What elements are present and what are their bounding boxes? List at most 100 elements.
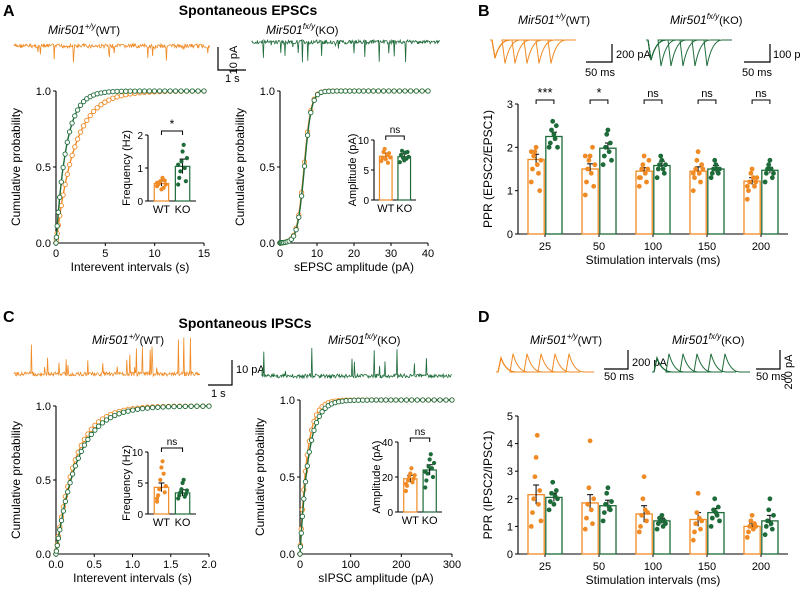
a_left-marker-ko-23 xyxy=(114,88,120,95)
a-right-inset-point-wt-7 xyxy=(386,151,392,156)
c_left-marker-ko-16 xyxy=(88,431,94,438)
c_left-marker-ko-14 xyxy=(81,442,88,448)
b-point-wt-25-6 xyxy=(536,170,541,176)
d-point-ko-150-5 xyxy=(714,512,720,518)
a_right-marker-ko-23 xyxy=(338,88,344,94)
a_left-marker-ko-37 xyxy=(183,88,190,94)
b-point-wt-50-5 xyxy=(588,170,594,176)
a_left-marker-ko-3 xyxy=(55,209,61,215)
a-right-inset-point-wt-8 xyxy=(388,155,393,160)
c_right-marker-ko-4 xyxy=(301,496,307,502)
a-right-inset-point-wt-3 xyxy=(382,146,387,152)
a_right-y-tick-label-2: 1.0 xyxy=(260,86,275,98)
d-ko-evoked-4 xyxy=(652,353,750,373)
a-left-inset-point-ko-9 xyxy=(176,162,181,167)
a_left-marker-ko-2 xyxy=(54,223,60,229)
d-ko-scale-bar xyxy=(756,350,781,370)
c_right-marker-ko-6 xyxy=(304,463,310,469)
c_right-y-tick-label-0: 0.0 xyxy=(280,549,295,561)
d-point-wt-25-7 xyxy=(537,488,543,493)
c-right-inset-point-wt-3 xyxy=(407,474,412,480)
c_right-marker-ko-26 xyxy=(373,397,379,403)
b-y-tick-label-3: 3 xyxy=(507,99,513,111)
b-point-wt-150-0 xyxy=(690,188,696,194)
a-right-inset-sig: ns xyxy=(390,125,401,136)
d-point-wt-100-3 xyxy=(640,496,646,502)
c_left-marker-ko-35 xyxy=(176,403,183,410)
b-sig-50: * xyxy=(596,85,601,100)
a-left-inset-y-tick-label-2: 2 xyxy=(137,131,143,142)
c_right-marker-ko-38 xyxy=(437,397,443,403)
a_left-marker-wt-7 xyxy=(62,181,68,188)
a_left-ylabel: Cumulative probability xyxy=(9,108,23,226)
b-point-ko-150-2 xyxy=(711,166,716,172)
d-point-wt-50-0 xyxy=(582,526,588,532)
d-point-ko-200-2 xyxy=(765,518,770,524)
c_left-marker-ko-31 xyxy=(155,404,161,410)
c_left-marker-ko-33 xyxy=(165,404,172,410)
a-right-inset-y-tick-label-1: 5 xyxy=(363,166,369,177)
c_left-xlabel: Interevent intervals (s) xyxy=(73,571,192,585)
a_left-marker-ko-40 xyxy=(201,88,207,94)
b-point-ko-100-2 xyxy=(657,162,662,168)
c-left-inset-xlabel-wt: WT xyxy=(153,517,170,529)
a-right-inset-point-wt-1 xyxy=(380,155,385,161)
b-point-wt-200-4 xyxy=(749,166,755,172)
b-point-wt-100-7 xyxy=(645,166,651,172)
c-left-inset-point-wt-1 xyxy=(156,493,161,498)
d-point-wt-50-1 xyxy=(584,515,589,521)
c-right-inset-point-ko-0 xyxy=(423,485,428,490)
c_left-marker-ko-4 xyxy=(57,527,63,533)
b-point-wt-200-8 xyxy=(754,175,760,181)
a_right-y-tick-label-0: 0.0 xyxy=(260,238,275,250)
panel-letter-b: B xyxy=(478,3,490,20)
c-left-inset-ylabel: Frequency (Hz) xyxy=(121,445,133,521)
b-point-ko-100-0 xyxy=(654,175,660,181)
c_right-y-tick-label-1: 0.5 xyxy=(280,472,295,484)
c_left-y-tick-label-1: 0.5 xyxy=(36,475,51,487)
d-point-ko-25-4 xyxy=(551,501,557,507)
d-point-ko-50-7 xyxy=(609,499,614,504)
a_left-marker-ko-4 xyxy=(57,194,63,200)
b-point-ko-150-0 xyxy=(708,175,714,181)
d-point-wt-100-7 xyxy=(645,510,651,515)
b-point-wt-50-2 xyxy=(585,166,591,172)
d-point-ko-50-6 xyxy=(607,507,613,513)
c-left-inset-y-tick-label-0: 0 xyxy=(137,510,143,521)
d-point-ko-100-7 xyxy=(663,521,668,527)
b-sig-bracket-50 xyxy=(589,99,609,104)
d-point-wt-25-5 xyxy=(534,432,540,438)
b-point-ko-100-1 xyxy=(655,166,661,172)
b-wt-scale-y: 200 pA xyxy=(616,49,652,61)
a_right-marker-ko-27 xyxy=(356,88,362,94)
d-y-tick-label-1: 1 xyxy=(507,521,513,533)
b-point-wt-25-1 xyxy=(530,166,535,172)
d-point-wt-100-0 xyxy=(636,529,642,535)
d-point-wt-200-4 xyxy=(749,512,755,518)
a_left-marker-ko-39 xyxy=(195,88,201,94)
b-ko-scale-y: 100 pA xyxy=(773,49,800,61)
b-point-ko-200-1 xyxy=(763,170,769,176)
c_right-ylabel: Cumulative probability xyxy=(253,418,267,536)
d-point-wt-150-7 xyxy=(699,518,705,524)
c-left-inset-point-wt-2 xyxy=(157,487,162,492)
b-point-ko-50-6 xyxy=(607,140,613,146)
b-sig-bracket-25 xyxy=(535,99,555,104)
a-left-inset-point-ko-7 xyxy=(183,179,188,184)
a_left-y-tick-label-0: 0.0 xyxy=(36,238,51,250)
d-xlabel: Stimulation intervals (ms) xyxy=(586,573,721,587)
b-point-ko-100-4 xyxy=(659,157,665,163)
c_right-marker-ko-7 xyxy=(306,449,312,455)
c-right-inset-point-wt-7 xyxy=(411,476,416,481)
a_right-x-tick-label-3: 30 xyxy=(385,248,397,260)
b-point-wt-25-4 xyxy=(533,144,539,150)
a_right-marker-ko-24 xyxy=(342,88,349,94)
a_left-marker-ko-1 xyxy=(53,234,60,240)
d-wt-scale-x: 50 ms xyxy=(604,371,634,383)
a_left-x-tick-label-1: 5 xyxy=(102,248,108,260)
c-right-inset-xlabel-ko: KO xyxy=(422,515,438,527)
d-point-wt-100-6 xyxy=(644,518,649,524)
b-ko-scale-x: 50 ms xyxy=(742,67,772,79)
c-right-inset-point-ko-6 xyxy=(429,466,434,471)
b-ko-scale-bar xyxy=(744,44,771,63)
